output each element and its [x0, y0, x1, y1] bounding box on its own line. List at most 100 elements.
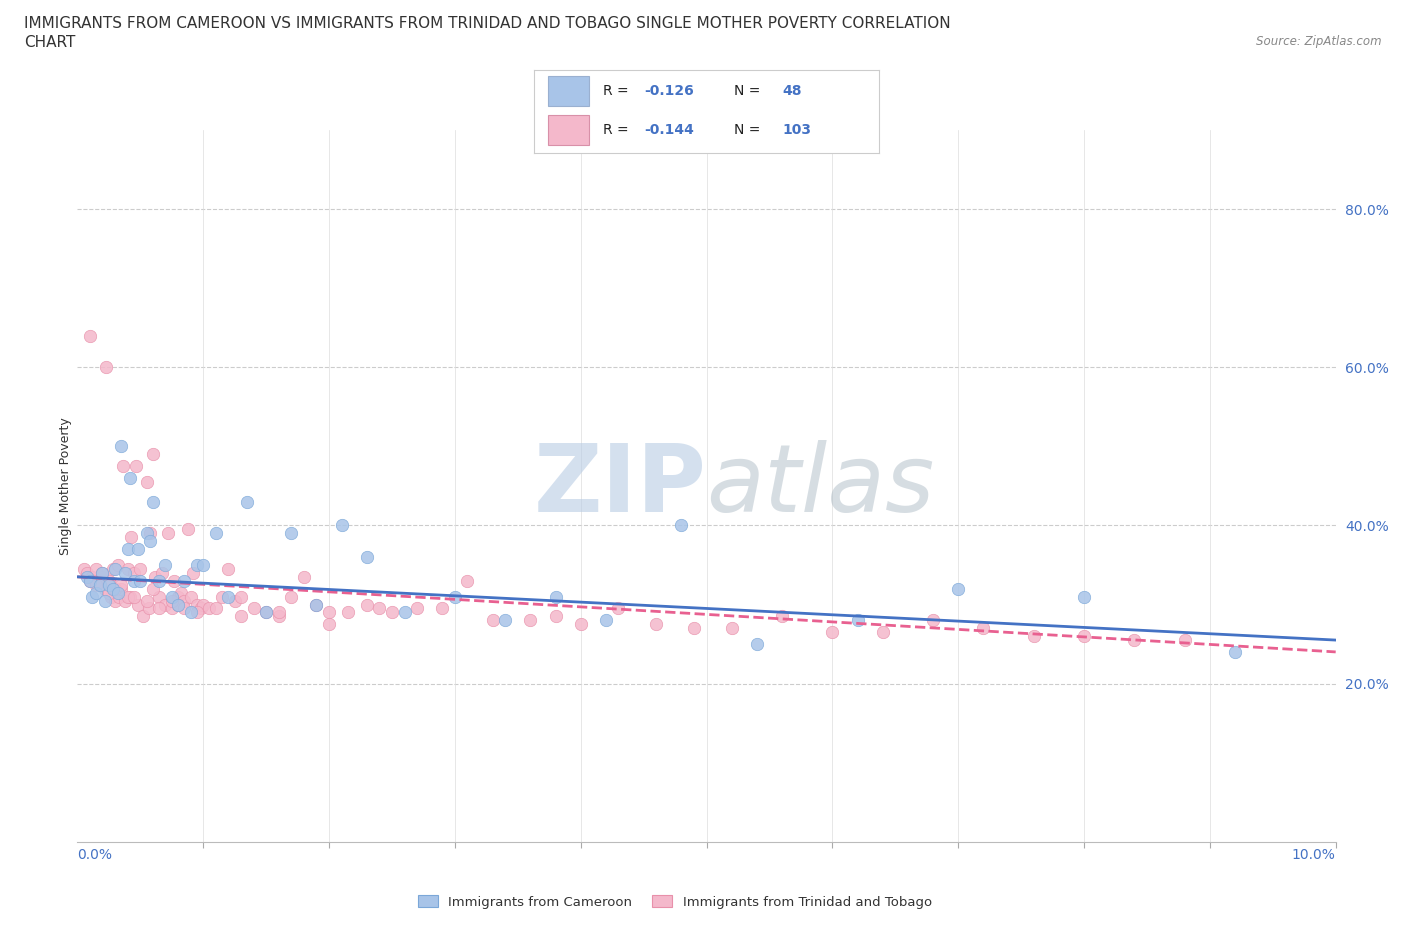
Point — [191, 597, 215, 612]
Point — [181, 565, 204, 580]
Text: N =: N = — [734, 123, 765, 137]
Point — [87, 578, 110, 592]
Point — [84, 562, 107, 577]
Point — [91, 565, 114, 580]
Text: 0.0%: 0.0% — [77, 848, 112, 862]
Point — [125, 458, 148, 473]
Point — [211, 590, 233, 604]
Point — [142, 447, 165, 462]
Point — [1022, 629, 1045, 644]
Point — [330, 518, 353, 533]
Text: CHART: CHART — [24, 35, 76, 50]
Point — [97, 578, 120, 592]
Point — [432, 601, 454, 616]
Point — [406, 601, 429, 616]
Point — [142, 495, 165, 510]
Point — [110, 581, 132, 596]
Point — [139, 526, 162, 541]
Point — [84, 578, 107, 592]
Legend: Immigrants from Cameroon, Immigrants from Trinidad and Tobago: Immigrants from Cameroon, Immigrants fro… — [413, 890, 936, 914]
Point — [1123, 632, 1146, 647]
Point — [84, 585, 107, 600]
Point — [318, 605, 340, 620]
Point — [127, 597, 149, 612]
Point — [155, 597, 177, 612]
Point — [356, 550, 378, 565]
Point — [148, 573, 170, 589]
Point — [186, 558, 208, 573]
Point — [148, 590, 170, 604]
Point — [1073, 629, 1095, 644]
Point — [107, 558, 129, 573]
Point — [217, 590, 239, 604]
Point — [100, 590, 122, 604]
Point — [180, 590, 202, 604]
Point — [132, 609, 155, 624]
Point — [169, 585, 191, 600]
Point — [155, 558, 177, 573]
Text: 103: 103 — [782, 123, 811, 137]
Point — [394, 605, 416, 620]
Point — [177, 522, 200, 537]
Point — [242, 601, 264, 616]
Point — [167, 590, 190, 604]
Text: -0.144: -0.144 — [644, 123, 695, 137]
Point — [494, 613, 516, 628]
Point — [129, 562, 152, 577]
Text: ZIP: ZIP — [534, 440, 707, 532]
Point — [318, 617, 340, 631]
Point — [91, 569, 114, 584]
Point — [156, 526, 179, 541]
Point — [97, 573, 120, 589]
Point — [104, 581, 127, 596]
Point — [127, 541, 149, 556]
Point — [117, 590, 139, 604]
Point — [79, 573, 101, 589]
Point — [544, 609, 567, 624]
Point — [120, 471, 142, 485]
Point — [280, 526, 302, 541]
Text: R =: R = — [603, 123, 633, 137]
Point — [89, 578, 111, 592]
Point — [120, 590, 142, 604]
Point — [872, 625, 894, 640]
Point — [191, 558, 215, 573]
Point — [569, 617, 592, 631]
Text: IMMIGRANTS FROM CAMEROON VS IMMIGRANTS FROM TRINIDAD AND TOBAGO SINGLE MOTHER PO: IMMIGRANTS FROM CAMEROON VS IMMIGRANTS F… — [24, 16, 950, 31]
Point — [1073, 590, 1095, 604]
Point — [79, 328, 101, 343]
Point — [117, 541, 139, 556]
Point — [186, 597, 208, 612]
Point — [94, 581, 117, 596]
Point — [224, 593, 246, 608]
Text: N =: N = — [734, 84, 765, 98]
Point — [97, 585, 120, 600]
Point — [671, 518, 693, 533]
Point — [254, 605, 277, 620]
Text: 10.0%: 10.0% — [1292, 848, 1336, 862]
Point — [972, 621, 994, 636]
Point — [82, 590, 104, 604]
Point — [204, 526, 226, 541]
Point — [94, 593, 117, 608]
Point — [770, 609, 793, 624]
Point — [305, 597, 328, 612]
Point — [104, 593, 127, 608]
Point — [122, 565, 145, 580]
Point — [305, 597, 328, 612]
Point — [1174, 632, 1197, 647]
Point — [122, 590, 145, 604]
Point — [519, 613, 541, 628]
Point — [368, 601, 391, 616]
Point — [114, 565, 136, 580]
Point — [110, 578, 132, 592]
Point — [292, 569, 315, 584]
Point — [110, 439, 132, 454]
Point — [236, 495, 259, 510]
Point — [198, 601, 221, 616]
Text: -0.126: -0.126 — [644, 84, 695, 98]
Text: 48: 48 — [782, 84, 801, 98]
Point — [108, 590, 131, 604]
Y-axis label: Single Mother Poverty: Single Mother Poverty — [59, 417, 72, 555]
Point — [456, 573, 478, 589]
